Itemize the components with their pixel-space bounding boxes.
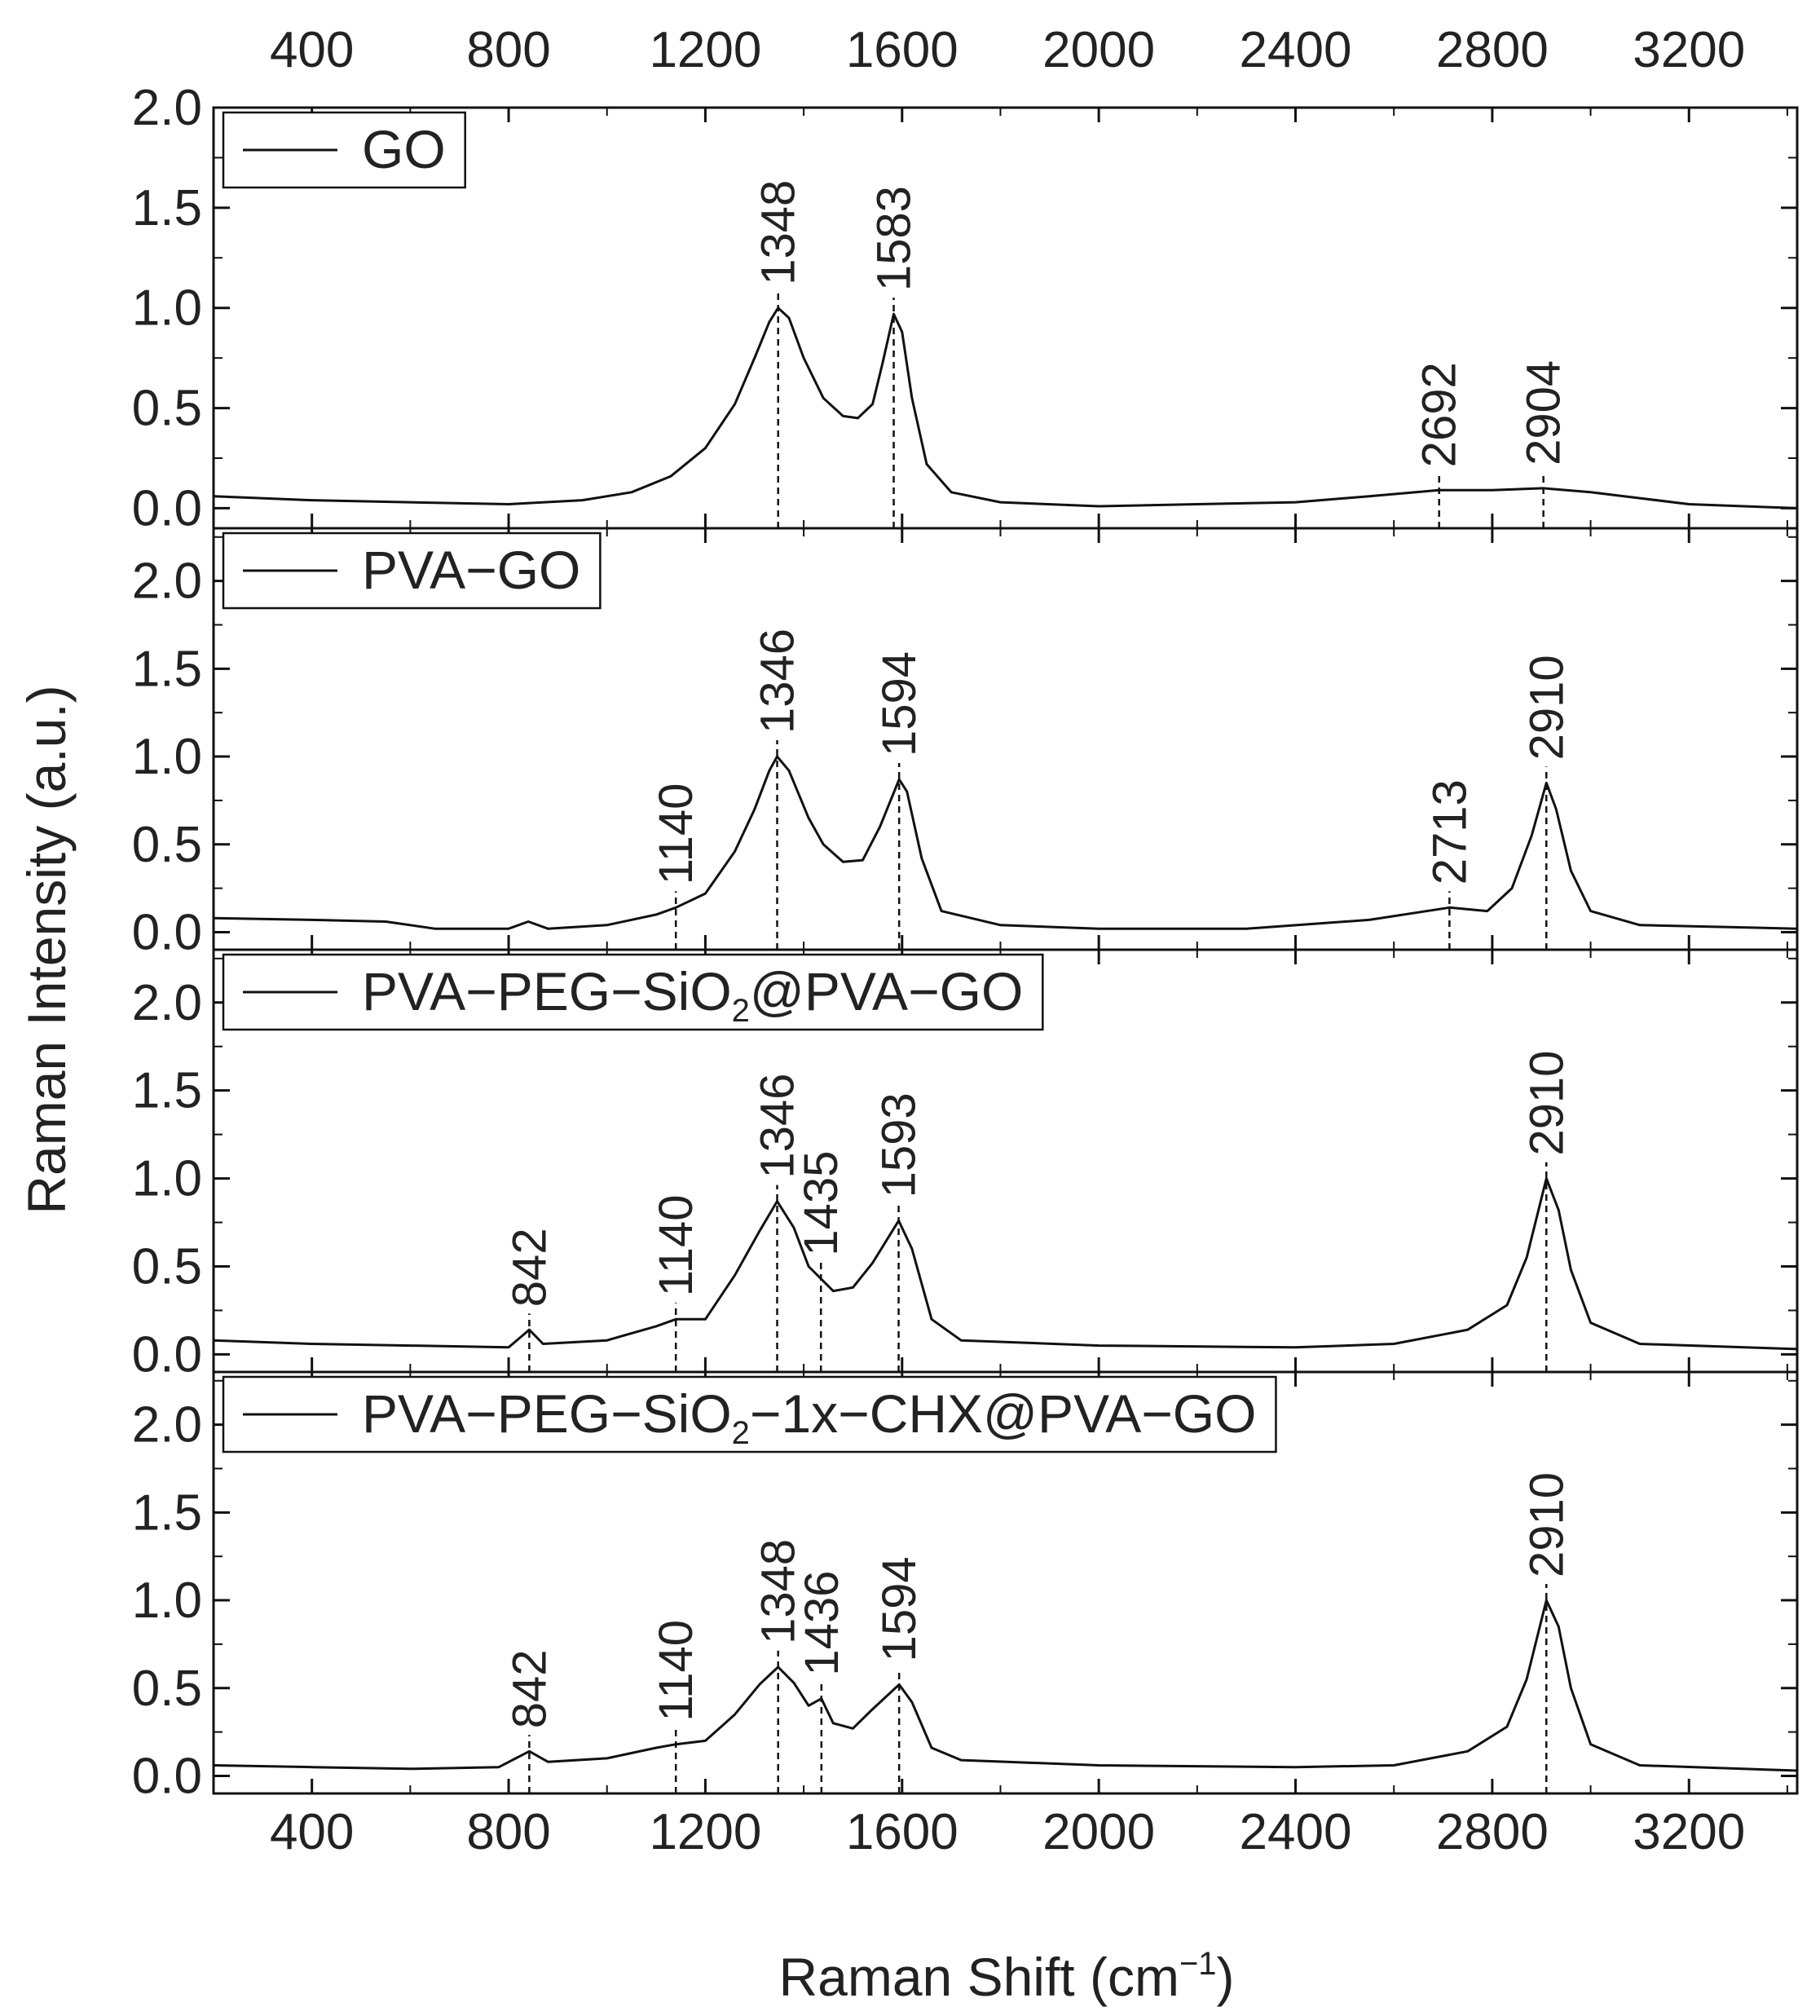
x-tick-label-top: 1200	[649, 22, 761, 78]
y-tick-label: 0.0	[132, 1748, 202, 1804]
x-tick-label-bottom: 2400	[1240, 1804, 1352, 1860]
y-tick-label: 2.0	[132, 554, 202, 610]
top-x-axis: 400 800 1200 1600 2000 2400 2800 3200	[270, 22, 1745, 78]
y-tick-label: 2.0	[132, 80, 202, 136]
legend-label-main: PVA−PEG−SiO	[362, 1383, 732, 1444]
peak-label: 1140	[650, 1620, 703, 1722]
spectrum-line	[213, 307, 1798, 510]
peak-label: 1594	[873, 651, 926, 757]
panel-1: 0.0 0.5 1.0 1.5 2.0 1348 1583 2692 2904 GO	[132, 80, 1799, 536]
legend-label-main: PVA−PEG−SiO	[362, 961, 732, 1021]
peak-label: 1594	[873, 1556, 926, 1661]
peak-label: 2910	[1520, 1472, 1573, 1577]
spectrum-line	[213, 1599, 1798, 1772]
peak-label: 1140	[650, 1195, 703, 1297]
peak-label: 2910	[1520, 655, 1573, 760]
y-tick-label: 0.0	[132, 1326, 202, 1383]
y-tick-label: 0.5	[132, 817, 202, 873]
legend-label: PVA−GO	[362, 540, 580, 600]
y-tick-label: 1.5	[132, 1484, 202, 1541]
y-tick-label: 0.5	[132, 1239, 202, 1295]
peak-label: 2904	[1518, 360, 1571, 465]
x-tick-label-top: 2800	[1436, 22, 1549, 78]
x-tick-label-bottom: 1600	[846, 1804, 958, 1860]
spectrum-line	[213, 1177, 1798, 1351]
legend-label-main: GO	[362, 119, 446, 179]
x-tick-label-bottom: 800	[466, 1804, 550, 1860]
x-tick-label-bottom: 2000	[1042, 1804, 1155, 1860]
legend: PVA−GO	[222, 532, 602, 610]
peak-label: 1583	[868, 186, 921, 291]
peak-label: 1348	[752, 1539, 805, 1644]
peak-label: 842	[503, 1228, 556, 1307]
y-tick-label: 1.0	[132, 729, 202, 785]
panel-frame	[212, 1370, 1799, 1795]
peak-label: 1435	[795, 1151, 848, 1256]
legend-label-subscript: 2	[732, 993, 750, 1029]
legend: PVA−PEG−SiO2@PVA−GO	[222, 953, 1044, 1031]
legend-label: GO	[362, 119, 446, 179]
y-tick-label: 0.5	[132, 381, 202, 437]
x-axis-title-close: )	[1217, 1947, 1235, 2007]
x-tick-label-top: 1600	[846, 22, 958, 78]
bottom-x-axis: 400 800 1200 1600 2000 2400 2800 3200	[270, 1804, 1745, 1860]
y-tick-label: 1.0	[132, 1573, 202, 1629]
y-tick-label: 1.5	[132, 1063, 202, 1119]
spectrum-line	[213, 755, 1798, 930]
y-tick-label: 2.0	[132, 1397, 202, 1454]
peak-label: 1346	[751, 629, 804, 734]
peak-label: 1346	[751, 1074, 804, 1179]
peak-label: 2692	[1413, 362, 1466, 467]
y-axis-title: Raman Intensity (a.u.)	[16, 685, 77, 1214]
legend-label-main: PVA−GO	[362, 540, 580, 600]
x-tick-label-top: 2400	[1240, 22, 1352, 78]
peak-label: 1140	[650, 783, 703, 885]
peak-label: 842	[503, 1650, 556, 1729]
x-tick-label-top: 800	[466, 22, 550, 78]
x-axis-title-main: Raman Shift (cm	[778, 1947, 1179, 2007]
legend-label-rest: −1x−CHX@PVA−GO	[750, 1383, 1257, 1444]
y-tick-label: 0.0	[132, 904, 202, 960]
legend-label-subscript: 2	[732, 1415, 750, 1451]
y-tick-label: 1.5	[132, 180, 202, 236]
peak-label: 2713	[1423, 779, 1476, 884]
y-tick-label: 1.5	[132, 641, 202, 697]
peak-label: 1593	[873, 1092, 926, 1198]
peak-label: 2910	[1520, 1051, 1573, 1156]
x-tick-label-top: 3200	[1633, 22, 1745, 78]
legend-label: PVA−PEG−SiO2−1x−CHX@PVA−GO	[362, 1383, 1256, 1451]
x-axis-title: Raman Shift (cm−1)	[778, 1946, 1234, 2007]
peak-label: 1436	[795, 1571, 848, 1676]
x-tick-label-top: 400	[270, 22, 354, 78]
y-tick-label: 1.0	[132, 280, 202, 337]
x-axis-title-superscript: −1	[1179, 1946, 1217, 1982]
legend: GO	[222, 111, 466, 189]
legend-label-rest: @PVA−GO	[750, 961, 1023, 1021]
panel-2: 0.0 0.5 1.0 1.5 2.0 1140 1346 1594 2713 2910 PVA−G…	[132, 527, 1799, 960]
x-tick-label-bottom: 2800	[1436, 1804, 1549, 1860]
y-tick-label: 0.5	[132, 1661, 202, 1717]
y-tick-label: 0.0	[132, 480, 202, 536]
x-tick-label-top: 2000	[1042, 22, 1155, 78]
x-tick-label-bottom: 3200	[1633, 1804, 1745, 1860]
x-tick-label-bottom: 400	[270, 1804, 354, 1860]
chart-panels: 0.0 0.5 1.0 1.5 2.0 1348 1583 2692 2904 GO 0.0 0.5 1…	[132, 80, 1799, 1804]
peak-label: 1348	[752, 180, 805, 285]
legend-box	[222, 953, 1044, 1031]
legend: PVA−PEG−SiO2−1x−CHX@PVA−GO	[222, 1375, 1277, 1454]
y-tick-label: 2.0	[132, 975, 202, 1031]
y-tick-label: 1.0	[132, 1151, 202, 1207]
legend-box	[222, 1375, 1277, 1454]
legend-label: PVA−PEG−SiO2@PVA−GO	[362, 961, 1023, 1029]
x-tick-label-bottom: 1200	[649, 1804, 761, 1860]
